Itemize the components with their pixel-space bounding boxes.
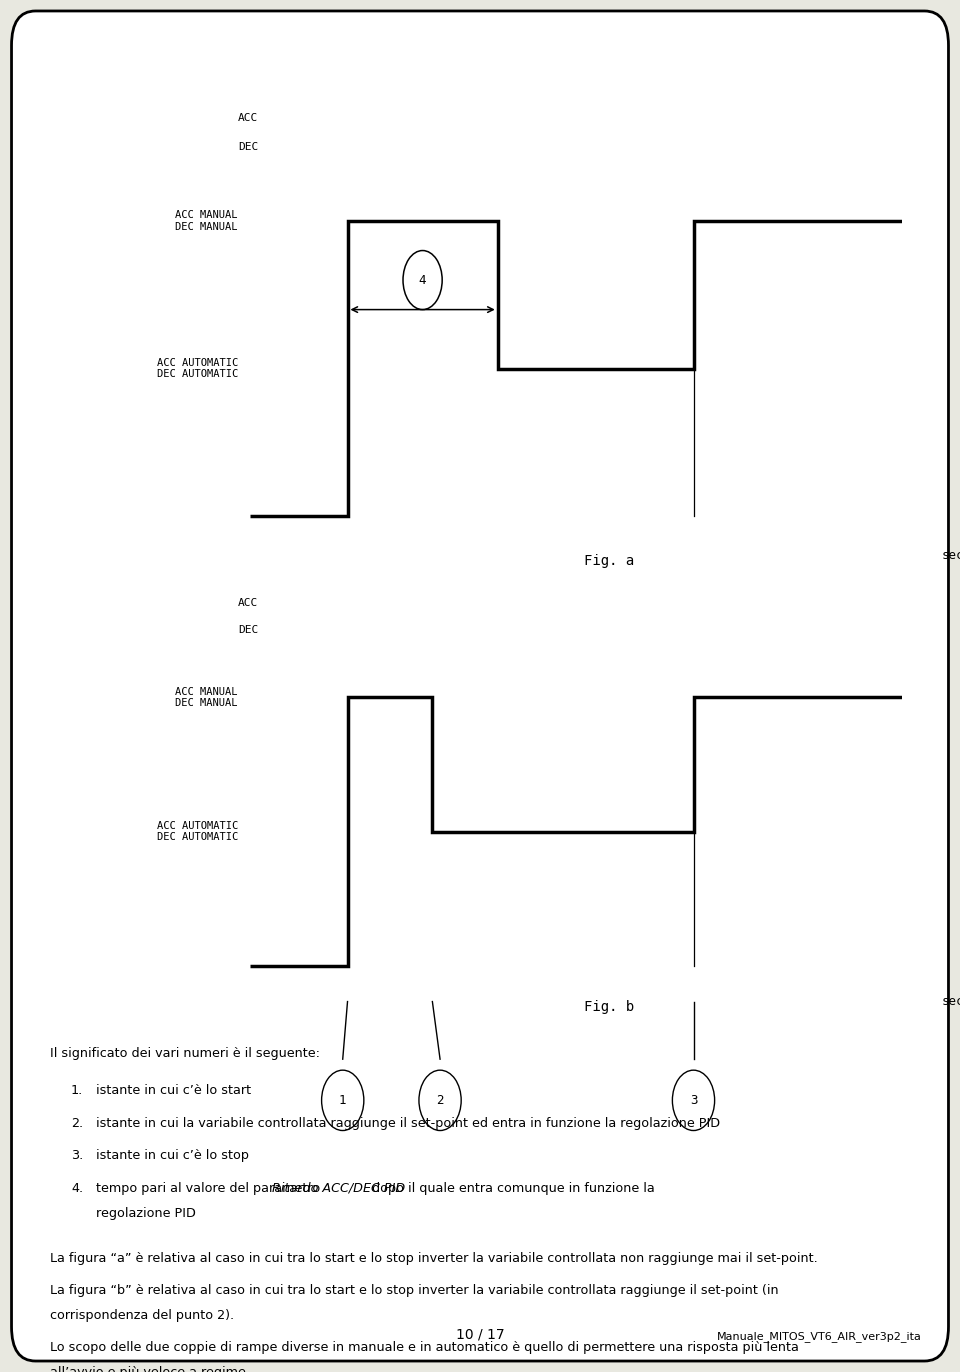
- Text: sec: sec: [942, 549, 960, 563]
- Text: ACC AUTOMATIC
DEC AUTOMATIC: ACC AUTOMATIC DEC AUTOMATIC: [156, 358, 238, 380]
- Text: all’avvio e più veloce a regime.: all’avvio e più veloce a regime.: [50, 1367, 250, 1372]
- Text: regolazione PID: regolazione PID: [96, 1206, 196, 1220]
- Text: 3.: 3.: [71, 1150, 84, 1162]
- Text: ACC: ACC: [238, 113, 258, 122]
- Text: ACC AUTOMATIC
DEC AUTOMATIC: ACC AUTOMATIC DEC AUTOMATIC: [156, 820, 238, 842]
- Text: istante in cui c’è lo start: istante in cui c’è lo start: [96, 1084, 252, 1098]
- FancyBboxPatch shape: [12, 11, 948, 1361]
- Text: 3: 3: [689, 1093, 697, 1107]
- Text: istante in cui c’è lo stop: istante in cui c’è lo stop: [96, 1150, 249, 1162]
- Text: Manuale_MITOS_VT6_AIR_ver3p2_ita: Manuale_MITOS_VT6_AIR_ver3p2_ita: [717, 1331, 922, 1342]
- Text: corrispondenza del punto 2).: corrispondenza del punto 2).: [50, 1309, 234, 1323]
- Text: Fig. a: Fig. a: [584, 554, 634, 568]
- Text: Fig. b: Fig. b: [584, 1000, 634, 1014]
- Text: sec: sec: [942, 995, 960, 1008]
- Text: DEC: DEC: [238, 626, 258, 635]
- Text: Ritardo ACC/DEC PID: Ritardo ACC/DEC PID: [273, 1181, 406, 1195]
- Text: 1.: 1.: [71, 1084, 84, 1098]
- Text: La figura “b” è relativa al caso in cui tra lo start e lo stop inverter la varia: La figura “b” è relativa al caso in cui …: [50, 1284, 779, 1297]
- Text: tempo pari al valore del parametro: tempo pari al valore del parametro: [96, 1181, 324, 1195]
- Text: 2: 2: [436, 1093, 444, 1107]
- Text: ACC: ACC: [238, 598, 258, 608]
- Text: La figura “a” è relativa al caso in cui tra lo start e lo stop inverter la varia: La figura “a” è relativa al caso in cui …: [50, 1251, 818, 1265]
- Text: 4.: 4.: [71, 1181, 84, 1195]
- Text: 4: 4: [419, 273, 426, 287]
- Text: 2.: 2.: [71, 1117, 84, 1129]
- Text: ACC MANUAL
DEC MANUAL: ACC MANUAL DEC MANUAL: [176, 686, 238, 708]
- Text: Il significato dei vari numeri è il seguente:: Il significato dei vari numeri è il segu…: [50, 1047, 320, 1059]
- Text: 10 / 17: 10 / 17: [456, 1328, 504, 1342]
- Text: dopo il quale entra comunque in funzione la: dopo il quale entra comunque in funzione…: [369, 1181, 655, 1195]
- Text: ACC MANUAL
DEC MANUAL: ACC MANUAL DEC MANUAL: [176, 210, 238, 232]
- Text: DEC: DEC: [238, 143, 258, 152]
- Text: Lo scopo delle due coppie di rampe diverse in manuale e in automatico è quello d: Lo scopo delle due coppie di rampe diver…: [50, 1342, 799, 1354]
- Text: istante in cui la variabile controllata raggiunge il set-point ed entra in funzi: istante in cui la variabile controllata …: [96, 1117, 720, 1129]
- Text: 1: 1: [339, 1093, 347, 1107]
